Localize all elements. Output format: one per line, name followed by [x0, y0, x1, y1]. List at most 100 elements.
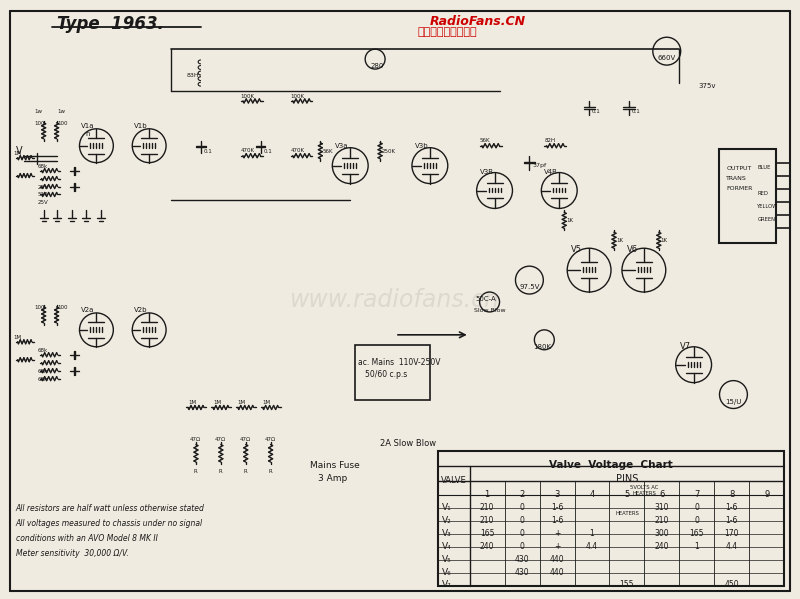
Text: 3: 3	[554, 490, 560, 499]
Text: RED: RED	[758, 190, 768, 195]
Text: 4.4: 4.4	[586, 541, 598, 550]
Text: 430: 430	[514, 555, 530, 564]
Text: 100K: 100K	[290, 94, 305, 99]
Text: 6: 6	[659, 490, 665, 499]
Text: V₄: V₄	[442, 541, 451, 550]
Text: 100: 100	[34, 121, 46, 126]
Text: 4.4: 4.4	[726, 541, 738, 550]
Text: 0.1: 0.1	[592, 109, 601, 114]
Text: 68k: 68k	[38, 377, 48, 382]
Text: 56K: 56K	[322, 149, 333, 154]
Text: 1: 1	[590, 529, 594, 538]
Text: 440: 440	[550, 555, 564, 564]
Text: 8: 8	[729, 490, 734, 499]
Text: R: R	[194, 469, 198, 474]
Text: 660V: 660V	[658, 55, 676, 61]
Text: FORMER: FORMER	[726, 186, 753, 190]
Text: 1M: 1M	[14, 151, 22, 156]
Text: 0: 0	[520, 503, 525, 512]
Text: V3B: V3B	[480, 168, 494, 175]
Text: V4B: V4B	[544, 168, 558, 175]
Text: V2a: V2a	[81, 307, 94, 313]
Text: BLUE: BLUE	[758, 165, 770, 170]
Text: 440: 440	[550, 567, 564, 577]
Text: 47Ω: 47Ω	[240, 437, 251, 442]
Text: GREEN: GREEN	[758, 217, 775, 222]
Text: 68k: 68k	[38, 348, 48, 353]
Text: R: R	[244, 469, 247, 474]
Text: 25V: 25V	[38, 184, 49, 189]
Text: 68k: 68k	[38, 368, 48, 374]
Text: 250K: 250K	[382, 149, 396, 154]
Text: 165: 165	[690, 529, 704, 538]
Text: YELLOW: YELLOW	[758, 204, 778, 210]
Text: 240: 240	[654, 541, 669, 550]
Text: V3b: V3b	[415, 143, 429, 149]
Text: Mains Fuse: Mains Fuse	[310, 461, 360, 470]
Text: V₅: V₅	[442, 555, 451, 564]
Text: 100: 100	[58, 121, 68, 126]
Text: 5: 5	[624, 490, 630, 499]
Text: 0: 0	[520, 529, 525, 538]
Text: 1w: 1w	[58, 109, 66, 114]
Text: 1: 1	[694, 541, 699, 550]
Text: V₇: V₇	[442, 580, 451, 589]
Text: 1M: 1M	[14, 335, 22, 340]
Text: HEATERS: HEATERS	[615, 511, 639, 516]
Bar	[718, 149, 776, 243]
Text: 170: 170	[725, 529, 739, 538]
Text: 280: 280	[370, 63, 383, 69]
Text: 0.1: 0.1	[204, 149, 213, 154]
Text: 3 Amp: 3 Amp	[318, 474, 348, 483]
Text: Type  1963.: Type 1963.	[57, 16, 163, 34]
Text: 0: 0	[694, 503, 699, 512]
Text: PINS: PINS	[616, 474, 638, 484]
Text: 1M: 1M	[213, 400, 221, 404]
Text: 15/U: 15/U	[726, 398, 742, 404]
Bar	[355, 345, 430, 400]
Text: 1M: 1M	[262, 400, 270, 404]
Text: 83H: 83H	[187, 73, 200, 78]
Text: 470K: 470K	[290, 148, 305, 153]
Text: 0.1: 0.1	[632, 109, 641, 114]
Text: RadioFans.CN: RadioFans.CN	[430, 16, 526, 28]
Text: 68k: 68k	[38, 164, 48, 169]
Text: 47Ω: 47Ω	[190, 437, 201, 442]
Text: 50/60 c.p.s: 50/60 c.p.s	[365, 370, 407, 379]
Text: 210: 210	[480, 516, 494, 525]
Text: 1-6: 1-6	[551, 516, 563, 525]
Text: 收音机爱好者资料库: 收音机爱好者资料库	[418, 28, 478, 37]
Text: V₆: V₆	[442, 567, 451, 577]
Text: +: +	[554, 529, 560, 538]
Text: conditions with an AVO Model 8 MK II: conditions with an AVO Model 8 MK II	[16, 534, 158, 543]
Text: +: +	[554, 541, 560, 550]
Text: www.radiofans.cn: www.radiofans.cn	[290, 288, 500, 312]
Text: V2b: V2b	[134, 307, 148, 313]
Text: OUTPUT: OUTPUT	[726, 166, 752, 171]
Text: 37pf: 37pf	[532, 163, 546, 168]
Text: TRANS: TRANS	[726, 176, 747, 180]
Text: 100: 100	[58, 305, 68, 310]
Text: VALVE: VALVE	[441, 476, 466, 485]
Text: 210: 210	[654, 516, 669, 525]
Text: All voltages measured to chassis under no signal: All voltages measured to chassis under n…	[16, 519, 203, 528]
Text: 2: 2	[519, 490, 525, 499]
Text: V3a: V3a	[335, 143, 349, 149]
Text: 0.1: 0.1	[264, 149, 272, 154]
Text: V1a: V1a	[81, 123, 94, 129]
Text: ac. Mains  110V-250V: ac. Mains 110V-250V	[358, 358, 441, 367]
Text: 180K: 180K	[534, 344, 551, 350]
Text: V6: V6	[627, 245, 638, 254]
Text: 375v: 375v	[698, 83, 716, 89]
Text: 9: 9	[764, 490, 770, 499]
Text: 100K: 100K	[241, 94, 254, 99]
Text: Meter sensitivity  30,000 Ω/V.: Meter sensitivity 30,000 Ω/V.	[16, 549, 129, 558]
Text: V₂: V₂	[442, 516, 451, 525]
Text: 1M: 1M	[238, 400, 246, 404]
Text: 470K: 470K	[241, 148, 254, 153]
Text: 50C-A: 50C-A	[476, 296, 496, 302]
Text: Valve  Voltage  Chart: Valve Voltage Chart	[549, 460, 673, 470]
Text: 0: 0	[694, 516, 699, 525]
Text: 210: 210	[480, 503, 494, 512]
Text: n: n	[86, 131, 90, 137]
